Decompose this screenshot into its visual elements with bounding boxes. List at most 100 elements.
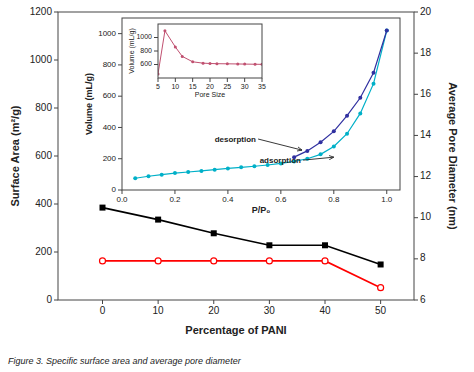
y-tick-label: 1000 (136, 33, 152, 40)
data-point (266, 242, 272, 248)
y-tick-label: 0 (112, 185, 117, 194)
y-tick (118, 127, 122, 128)
y-tick (54, 12, 58, 13)
y2-tick-label: 10 (420, 211, 432, 222)
data-point (191, 60, 194, 63)
data-point (252, 164, 256, 168)
data-point (385, 29, 389, 33)
data-point (322, 258, 328, 264)
x-tick-label: 10 (153, 305, 165, 316)
y-tick-label: 600 (35, 150, 52, 161)
y-tick-label: 600 (140, 60, 152, 67)
x-axis-label: Pore Size (195, 91, 225, 98)
data-point (199, 169, 203, 173)
plot-frame (58, 12, 414, 300)
y2-tick (414, 135, 418, 136)
x-tick (333, 190, 334, 194)
data-point (100, 258, 106, 264)
data-point (332, 129, 336, 133)
panel: 0.00.20.40.60.81.002004006008001000P/P₀V… (84, 18, 400, 215)
y-tick (118, 64, 122, 65)
data-point (155, 258, 161, 264)
x-tick (269, 300, 270, 304)
y-tick (118, 158, 122, 159)
x-tick (158, 300, 159, 304)
data-point (213, 168, 217, 172)
x-tick (192, 78, 193, 82)
data-point (372, 82, 376, 86)
data-layer (158, 29, 262, 75)
y-tick (54, 204, 58, 205)
data-point (181, 55, 184, 58)
y2-tick (414, 217, 418, 218)
data-point (345, 114, 349, 118)
data-point (358, 111, 362, 115)
y-tick (154, 51, 158, 52)
data-point (211, 258, 217, 264)
x-tick (174, 190, 175, 194)
x-tick-label: 25 (223, 83, 231, 90)
data-point (160, 173, 164, 177)
x-axis-label: P/P₀ (252, 205, 271, 215)
x-tick-label: 0.4 (222, 195, 234, 204)
y-tick (54, 156, 58, 157)
x-tick (158, 78, 159, 82)
y-axis-label: Surface Area (m²/g) (9, 105, 21, 206)
y-tick (118, 190, 122, 191)
y-tick-label: 400 (35, 198, 52, 209)
y-tick-label: 1000 (30, 54, 53, 65)
annotation: desorption (215, 135, 256, 144)
x-tick-label: 0 (100, 305, 106, 316)
data-point (202, 62, 205, 65)
y-tick-label: 1000 (98, 29, 116, 38)
y2-tick (414, 12, 418, 13)
annotation-arrow (258, 139, 302, 150)
x-tick-label: 5 (156, 83, 160, 90)
y2-tick (414, 176, 418, 177)
x-tick (380, 300, 381, 304)
x-tick-label: 35 (258, 83, 266, 90)
annotation-arrow (303, 157, 334, 160)
series-line (103, 261, 381, 288)
x-tick (386, 190, 387, 194)
plot-background (122, 18, 400, 190)
data-point (319, 140, 323, 144)
plot-frame (158, 24, 262, 78)
data-layer (100, 205, 384, 291)
y2-tick-label: 18 (420, 47, 432, 58)
y-tick-label: 400 (103, 123, 117, 132)
data-point (146, 174, 150, 178)
data-point (174, 45, 177, 48)
series-line (158, 31, 262, 74)
data-point (173, 171, 177, 175)
y-tick-label: 1200 (30, 6, 53, 17)
plot-background (158, 24, 262, 78)
y-tick-label: 800 (140, 47, 152, 54)
y2-tick (414, 300, 418, 301)
plot-frame (122, 18, 400, 190)
x-tick-label: 40 (319, 305, 331, 316)
y2-axis-label: Average Pore Diameter (nm) (447, 82, 459, 230)
x-tick (262, 78, 263, 82)
data-point (236, 62, 239, 65)
x-tick-label: 0.2 (169, 195, 181, 204)
data-point (378, 261, 384, 267)
x-tick-label: 0.8 (328, 195, 340, 204)
data-point (186, 170, 190, 174)
data-point (378, 285, 384, 291)
y-tick (118, 96, 122, 97)
x-tick-label: 30 (264, 305, 276, 316)
y2-tick-label: 14 (420, 129, 432, 140)
y-tick (54, 252, 58, 253)
y2-tick (414, 53, 418, 54)
y-tick (54, 300, 58, 301)
data-point (243, 63, 246, 66)
data-point (133, 176, 137, 180)
y2-tick-label: 6 (420, 294, 426, 305)
x-tick-label: 30 (241, 83, 249, 90)
data-point (254, 63, 257, 66)
y2-tick-label: 8 (420, 252, 426, 263)
data-point (385, 29, 389, 33)
x-tick-label: 0.0 (116, 195, 128, 204)
y-tick (154, 37, 158, 38)
